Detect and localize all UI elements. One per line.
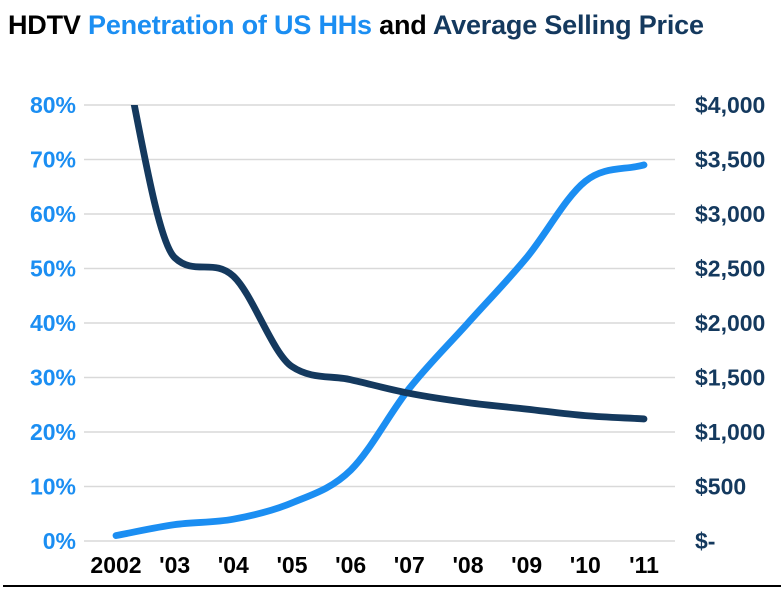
x-axis-tick-label: '11 bbox=[629, 552, 659, 578]
x-axis-tick-label: '09 bbox=[511, 552, 542, 578]
right-axis-tick-label: $2,500 bbox=[695, 256, 765, 282]
left-axis-tick-label: 10% bbox=[30, 474, 76, 500]
left-axis-tick-label: 60% bbox=[30, 201, 76, 227]
right-axis-tick-label: $3,000 bbox=[695, 201, 765, 227]
x-axis-tick-label: '07 bbox=[394, 552, 425, 578]
bottom-rule bbox=[3, 585, 781, 587]
x-axis-tick-label: 2002 bbox=[90, 552, 141, 578]
title-segment-penetration: Penetration of US HHs bbox=[88, 10, 372, 40]
left-axis-tick-label: 0% bbox=[43, 528, 76, 554]
title-segment-hdtv: HDTV bbox=[8, 10, 89, 40]
average-selling-price-line bbox=[130, 105, 648, 423]
right-axis-tick-label: $500 bbox=[695, 474, 746, 500]
right-axis-tick-label: $1,000 bbox=[695, 419, 765, 445]
x-axis-tick-label: '05 bbox=[276, 552, 307, 578]
left-axis-tick-label: 20% bbox=[30, 419, 76, 445]
right-axis-tick-label: $- bbox=[695, 528, 715, 554]
chart-title: HDTV Penetration of US HHs and Average S… bbox=[8, 8, 704, 42]
left-axis-tick-label: 40% bbox=[30, 310, 76, 336]
x-axis-tick-label: '03 bbox=[159, 552, 190, 578]
x-axis-tick-label: '04 bbox=[218, 552, 249, 578]
right-axis-tick-label: $1,500 bbox=[695, 365, 765, 391]
right-axis-tick-label: $2,000 bbox=[695, 310, 765, 336]
title-segment-asp: Average Selling Price bbox=[432, 10, 704, 40]
penetration-line bbox=[112, 161, 648, 539]
x-axis-tick-label: '10 bbox=[570, 552, 601, 578]
right-axis-tick-label: $3,500 bbox=[695, 147, 765, 173]
right-axis-tick-label: $4,000 bbox=[695, 92, 765, 118]
x-axis-tick-label: '06 bbox=[335, 552, 366, 578]
left-axis-tick-label: 80% bbox=[30, 92, 76, 118]
left-axis-tick-label: 50% bbox=[30, 256, 76, 282]
left-axis-tick-label: 30% bbox=[30, 365, 76, 391]
title-segment-and: and bbox=[371, 10, 433, 40]
x-axis-tick-label: '08 bbox=[452, 552, 483, 578]
left-axis-tick-label: 70% bbox=[30, 147, 76, 173]
